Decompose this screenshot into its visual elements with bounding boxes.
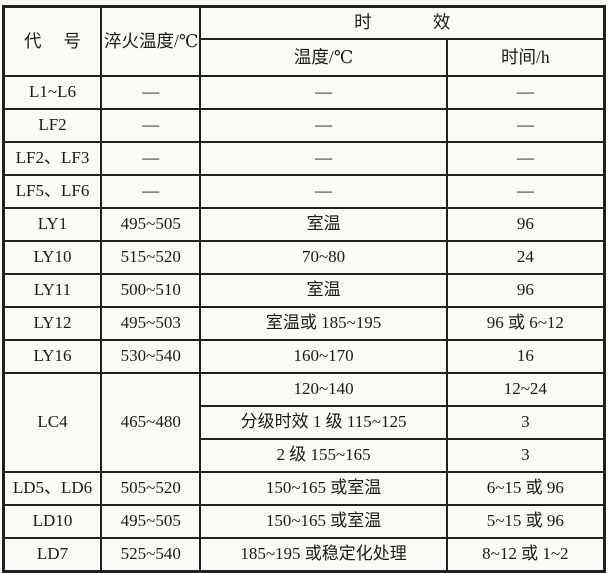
quench-cell: 495~503 [99, 306, 202, 341]
aging-time-cell: 8~12 或 1~2 [445, 537, 606, 573]
quench-cell: 495~505 [99, 207, 202, 242]
code-cell: LY16 [2, 339, 102, 374]
table-row: LY11 500~510 室温 96 [2, 273, 606, 308]
quench-cell: — [99, 141, 202, 176]
aging-time-cell: 96 或 6~12 [445, 306, 606, 341]
aging-temp-cell: — [199, 75, 448, 110]
code-cell: LF2、LF3 [2, 141, 102, 176]
table-row: LF2 — — — [2, 108, 606, 143]
table-row: LY16 530~540 160~170 16 [2, 339, 606, 374]
header-row-1: 代 号 淬火温度/℃ 时 效 [2, 5, 606, 77]
quench-cell: — [99, 75, 202, 110]
aging-time-cell: 96 [445, 273, 606, 308]
header-aging-time-cell: 时间/h [445, 38, 606, 77]
header-quench-cell: 淬火温度/℃ [99, 5, 202, 77]
header-aging-cell: 时 效 [199, 5, 606, 40]
quench-cell: 505~520 [99, 471, 202, 506]
aging-time-cell: — [445, 108, 606, 143]
code-cell: LY12 [2, 306, 102, 341]
table-row: 分级时效 1 级 115~125 3 [4, 405, 606, 440]
aging-temp-cell: 150~165 或室温 [199, 504, 448, 539]
code-cell: LY11 [2, 273, 102, 308]
aging-temp-cell: 室温或 185~195 [199, 306, 448, 341]
table-row: LC4 465~480 120~140 12~24 [2, 372, 606, 473]
table-row: LF2、LF3 — — — [2, 141, 606, 176]
table-row: LD5、LD6 505~520 150~165 或室温 6~15 或 96 [2, 471, 606, 506]
aging-temp-cell: 室温 [199, 273, 448, 308]
code-cell: L1~L6 [2, 75, 102, 110]
code-cell: LY10 [2, 240, 102, 275]
code-cell: LF5、LF6 [2, 174, 102, 209]
table-row: L1~L6 — — — [2, 75, 606, 110]
aging-temp-cell: 分级时效 1 级 115~125 [199, 405, 448, 440]
table-row: LY10 515~520 70~80 24 [2, 240, 606, 275]
quench-cell: 495~505 [99, 504, 202, 539]
aging-time-cell: 3 [445, 438, 606, 473]
quench-cell: — [99, 108, 202, 143]
aging-time-cell: 96 [445, 207, 606, 242]
aging-time-cell: — [445, 174, 606, 209]
aging-temp-cell: — [199, 108, 448, 143]
aging-temp-cell: 150~165 或室温 [199, 471, 448, 506]
table-row: LF5、LF6 — — — [2, 174, 606, 209]
aging-time-cell: 16 [445, 339, 606, 374]
aging-temp-cell: 120~140 [199, 372, 448, 407]
header-code-cell: 代 号 [2, 5, 102, 77]
aging-time-cell: 5~15 或 96 [445, 504, 606, 539]
code-cell: LD10 [2, 504, 102, 539]
aging-temp-cell: 185~195 或稳定化处理 [199, 537, 448, 573]
table-row: LD10 495~505 150~165 或室温 5~15 或 96 [2, 504, 606, 539]
aging-time-cell: — [445, 141, 606, 176]
aging-time-cell: 24 [445, 240, 606, 275]
heat-treatment-table: 代 号 淬火温度/℃ 时 效 温度/℃ 时间/h L1~L6 — — — LF2… [2, 5, 606, 573]
aging-temp-cell: 160~170 [199, 339, 448, 374]
table-row: LY1 495~505 室温 96 [2, 207, 606, 242]
aging-temp-cell: 室温 [199, 207, 448, 242]
code-cell: LY1 [2, 207, 102, 242]
code-cell: LD5、LD6 [2, 471, 102, 506]
code-cell: LD7 [2, 537, 102, 573]
header-row-2: 温度/℃ 时间/h [4, 38, 606, 77]
quench-cell: 515~520 [99, 240, 202, 275]
header-aging-temp-cell: 温度/℃ [199, 38, 448, 77]
aging-temp-cell: 70~80 [199, 240, 448, 275]
aging-time-cell: 3 [445, 405, 606, 440]
quench-cell: 525~540 [99, 537, 202, 573]
quench-cell: 500~510 [99, 273, 202, 308]
aging-time-cell: 12~24 [445, 372, 606, 407]
aging-temp-cell: — [199, 174, 448, 209]
code-cell: LC4 [2, 372, 102, 473]
quench-cell: — [99, 174, 202, 209]
aging-temp-cell: — [199, 141, 448, 176]
aging-time-cell: 6~15 或 96 [445, 471, 606, 506]
table-row: LY12 495~503 室温或 185~195 96 或 6~12 [2, 306, 606, 341]
code-cell: LF2 [2, 108, 102, 143]
quench-cell: 465~480 [99, 372, 202, 473]
table-row: 2 级 155~165 3 [4, 438, 606, 473]
aging-time-cell: — [445, 75, 606, 110]
aging-temp-cell: 2 级 155~165 [199, 438, 448, 473]
table-row: LD7 525~540 185~195 或稳定化处理 8~12 或 1~2 [2, 537, 606, 573]
quench-cell: 530~540 [99, 339, 202, 374]
